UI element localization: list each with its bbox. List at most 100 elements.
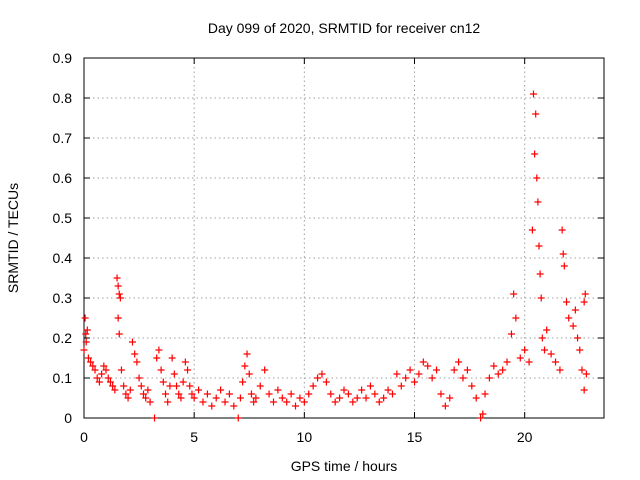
data-point — [477, 414, 485, 422]
data-point — [234, 414, 242, 422]
data-point — [117, 366, 125, 374]
data-point — [177, 394, 185, 402]
data-point — [318, 370, 326, 378]
data-point — [428, 374, 436, 382]
data-point — [528, 226, 536, 234]
y-tick-label: 0.5 — [53, 210, 73, 226]
data-point — [560, 262, 568, 270]
x-tick-label: 15 — [407, 429, 423, 445]
data-point — [380, 394, 388, 402]
data-point — [139, 390, 147, 398]
data-point — [344, 390, 352, 398]
data-point — [221, 398, 229, 406]
data-point — [269, 398, 277, 406]
data-point — [208, 402, 216, 410]
data-point — [419, 358, 427, 366]
data-point — [309, 382, 317, 390]
data-point — [98, 370, 106, 378]
data-point — [116, 294, 124, 302]
y-tick-label: 0.7 — [53, 130, 73, 146]
data-point — [164, 398, 172, 406]
y-tick-label: 0.1 — [53, 370, 73, 386]
data-point — [388, 390, 396, 398]
data-point — [441, 402, 449, 410]
data-point — [241, 362, 249, 370]
data-point — [175, 390, 183, 398]
data-point — [472, 394, 480, 402]
data-point — [534, 198, 542, 206]
data-point — [162, 390, 170, 398]
data-point — [411, 378, 419, 386]
data-point — [450, 366, 458, 374]
data-point — [199, 398, 207, 406]
data-point — [479, 410, 487, 418]
data-point — [415, 370, 423, 378]
data-point — [120, 382, 128, 390]
data-point — [327, 390, 335, 398]
data-point — [104, 374, 112, 382]
data-point — [243, 350, 251, 358]
chart-title: Day 099 of 2020, SRMTID for receiver cn1… — [208, 20, 481, 36]
data-point — [565, 314, 573, 322]
data-point — [406, 366, 414, 374]
data-point — [529, 90, 537, 98]
y-tick-label: 0 — [64, 410, 72, 426]
data-point — [173, 382, 181, 390]
data-point — [541, 346, 549, 354]
y-tick-label: 0.2 — [53, 330, 73, 346]
data-point — [576, 346, 584, 354]
data-point — [111, 386, 119, 394]
x-tick-label: 0 — [80, 429, 88, 445]
data-point — [239, 378, 247, 386]
data-point — [115, 330, 123, 338]
data-point — [225, 390, 233, 398]
data-point — [569, 322, 577, 330]
data-point — [157, 366, 165, 374]
data-point — [531, 150, 539, 158]
data-point — [84, 354, 92, 362]
data-point — [203, 390, 211, 398]
data-point — [331, 398, 339, 406]
data-point — [393, 370, 401, 378]
data-point — [159, 378, 167, 386]
data-point — [236, 394, 244, 402]
data-point — [525, 358, 533, 366]
data-point — [366, 382, 374, 390]
data-point — [384, 386, 392, 394]
data-point — [340, 386, 348, 394]
data-point — [87, 358, 95, 366]
data-point — [446, 394, 454, 402]
data-point — [179, 378, 187, 386]
data-point — [552, 358, 560, 366]
y-tick-label: 0.6 — [53, 170, 73, 186]
data-point — [507, 330, 515, 338]
data-point — [212, 394, 220, 402]
data-point — [556, 366, 564, 374]
data-point — [252, 394, 260, 402]
data-point — [256, 382, 264, 390]
x-tick-label: 10 — [297, 429, 313, 445]
data-point — [217, 386, 225, 394]
data-point — [533, 174, 541, 182]
data-point — [574, 334, 582, 342]
data-point — [300, 398, 308, 406]
data-point — [230, 402, 238, 410]
y-tick-label: 0.9 — [53, 50, 73, 66]
data-point — [155, 346, 163, 354]
data-point — [137, 382, 145, 390]
data-point — [250, 398, 258, 406]
data-point — [274, 386, 282, 394]
data-point — [305, 390, 313, 398]
data-point — [322, 378, 330, 386]
data-point — [195, 386, 203, 394]
data-point — [91, 366, 99, 374]
data-point — [114, 314, 122, 322]
data-point — [581, 290, 589, 298]
data-point — [168, 354, 176, 362]
data-point — [95, 378, 103, 386]
data-point — [113, 274, 121, 282]
data-point — [481, 390, 489, 398]
data-point — [247, 390, 255, 398]
data-point — [83, 326, 91, 334]
